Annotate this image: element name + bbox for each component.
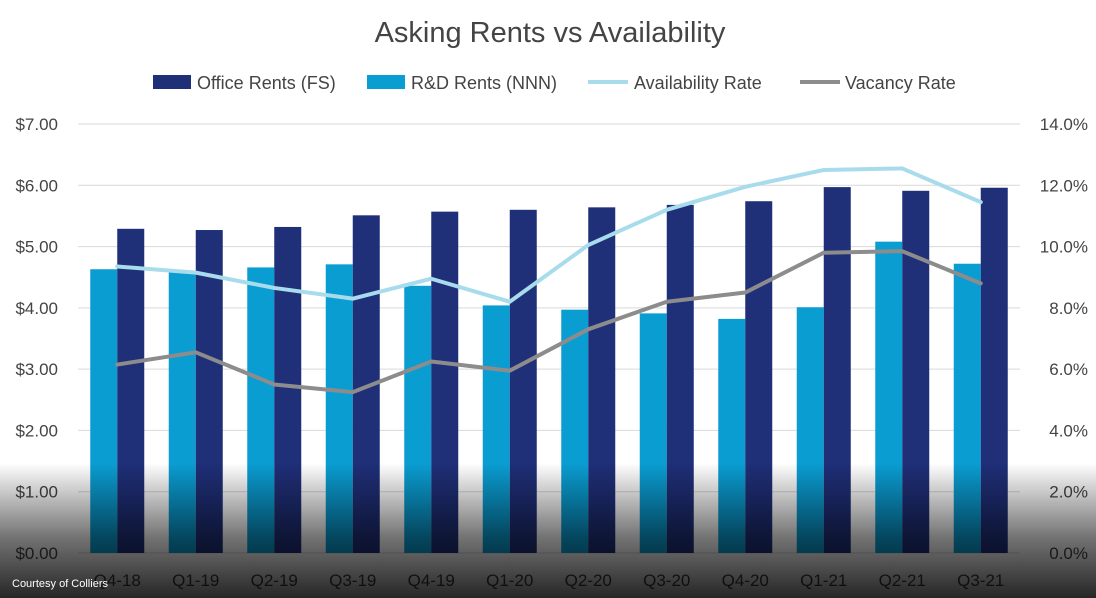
bar-rd-rents [325, 264, 353, 553]
line-vacancy-rate [115, 249, 983, 395]
chart-title: Asking Rents vs Availability [375, 17, 726, 49]
left-axis-ticks: $0.00 $1.00 $2.00 $3.00 $4.00 $5.00 $6.00 $7.00 [15, 115, 58, 563]
bar-office-rents [274, 226, 302, 553]
bar-rd-rents [718, 318, 746, 553]
bar-office-rents [431, 211, 459, 554]
bar-rd-rents [90, 269, 118, 553]
left-tick-label: $6.00 [15, 176, 58, 195]
legend: Office Rents (FS) R&D Rents (NNN) Availa… [153, 73, 956, 93]
bar-rd-rents [875, 241, 903, 553]
legend-label-availability-rate: Availability Rate [634, 73, 762, 93]
bar-office-rents [980, 187, 1008, 554]
x-axis-labels: Q4-18 Q1-19 Q2-19 Q3-19 Q4-19 Q1-20 Q2-20 Q3-20… [94, 571, 1005, 590]
x-tick-label: Q2-20 [565, 571, 612, 590]
right-tick-label: 10.0% [1040, 238, 1088, 257]
bar-office-rents [902, 190, 930, 553]
right-tick-label: 6.0% [1049, 360, 1088, 379]
left-tick-label: $0.00 [15, 544, 58, 563]
bar-office-rents [823, 187, 851, 554]
right-tick-label: 2.0% [1049, 483, 1088, 502]
x-tick-label: Q1-19 [172, 571, 219, 590]
right-tick-label: 4.0% [1049, 421, 1088, 440]
line-availability-rate [115, 166, 983, 304]
bar-rd-rents [953, 263, 981, 553]
left-tick-label: $2.00 [15, 421, 58, 440]
bar-office-rents [666, 204, 694, 553]
x-tick-label: Q3-20 [643, 571, 690, 590]
bar-office-rents [509, 209, 537, 554]
bars [90, 187, 1008, 554]
x-tick-label: Q1-20 [486, 571, 533, 590]
right-tick-label: 0.0% [1049, 544, 1088, 563]
legend-label-office-rents: Office Rents (FS) [197, 73, 336, 93]
lines [115, 166, 983, 395]
bar-office-rents [745, 201, 773, 553]
legend-label-vacancy-rate: Vacancy Rate [845, 73, 956, 93]
x-tick-label: Q2-21 [879, 571, 926, 590]
x-tick-label: Q3-21 [957, 571, 1004, 590]
bar-rd-rents [796, 307, 824, 553]
right-tick-label: 14.0% [1040, 115, 1088, 134]
legend-swatch-office-rents [153, 75, 191, 89]
left-tick-label: $7.00 [15, 115, 58, 134]
bar-office-rents [117, 228, 145, 553]
x-tick-label: Q4-19 [408, 571, 455, 590]
x-tick-label: Q3-19 [329, 571, 376, 590]
left-tick-label: $4.00 [15, 299, 58, 318]
right-axis-ticks: 0.0% 2.0% 4.0% 6.0% 8.0% 10.0% 12.0% 14.0% [1040, 115, 1088, 563]
x-tick-label: Q2-19 [251, 571, 298, 590]
x-tick-label: Q1-21 [800, 571, 847, 590]
bar-rd-rents [247, 267, 275, 553]
photo-credit: Courtesy of Colliers [12, 578, 108, 590]
left-tick-label: $3.00 [15, 360, 58, 379]
right-tick-label: 8.0% [1049, 299, 1088, 318]
bar-rd-rents [639, 313, 667, 553]
bar-rd-rents [404, 285, 432, 553]
x-tick-label: Q4-20 [722, 571, 769, 590]
bar-rd-rents [482, 305, 510, 553]
right-tick-label: 12.0% [1040, 176, 1088, 195]
left-tick-label: $1.00 [15, 483, 58, 502]
legend-label-rd-rents: R&D Rents (NNN) [411, 73, 557, 93]
bar-rd-rents [168, 272, 196, 553]
legend-swatch-rd-rents [367, 75, 405, 89]
left-tick-label: $5.00 [15, 238, 58, 257]
bar-rd-rents [561, 309, 589, 553]
bar-office-rents [588, 207, 616, 553]
